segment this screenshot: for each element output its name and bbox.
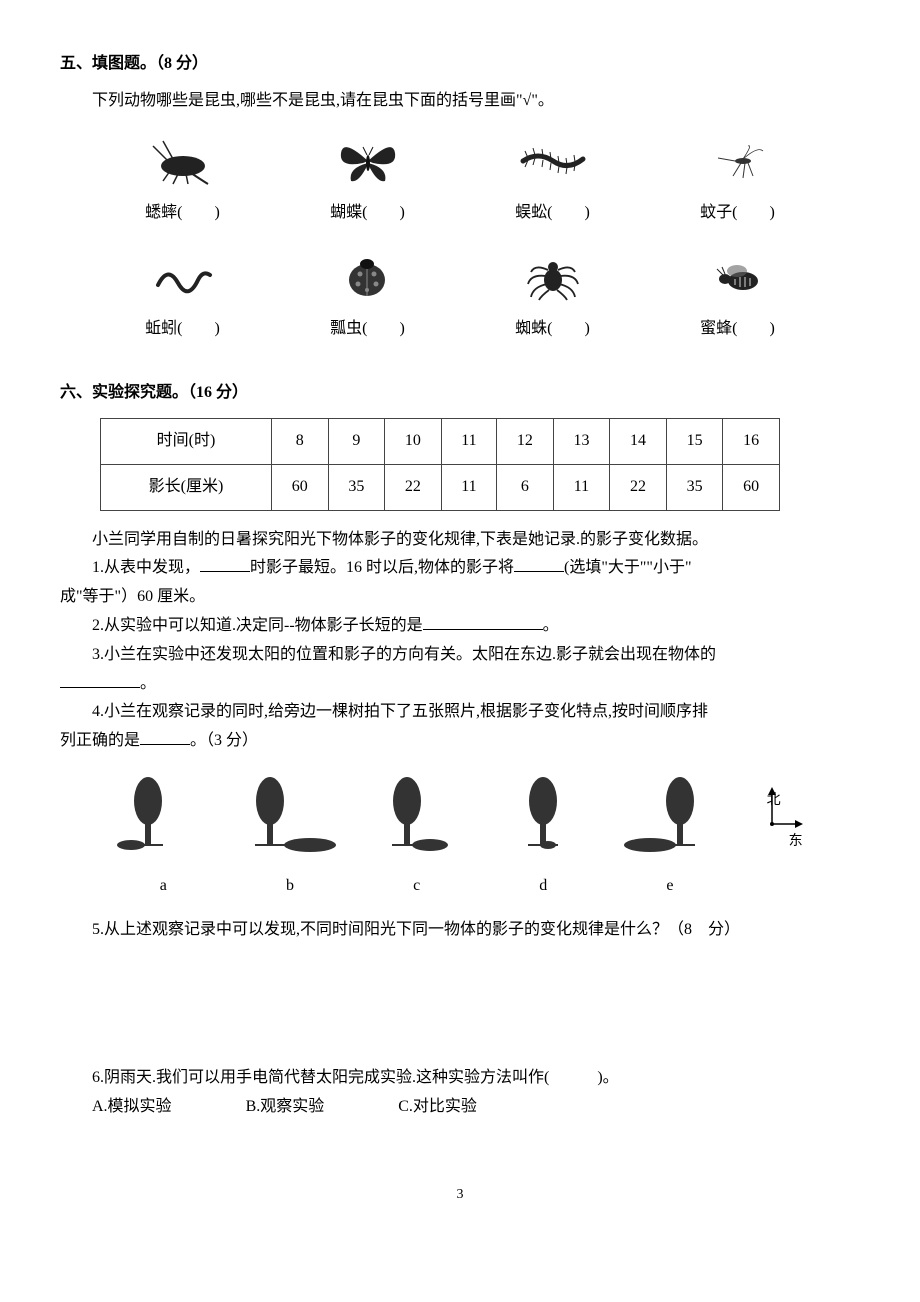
option-a[interactable]: A.模拟实验	[92, 1093, 172, 1122]
table-row: 影长(厘米) 60 35 22 11 6 11 22 35 60	[101, 464, 780, 510]
shadow-data-table: 时间(时) 8 9 10 11 12 13 14 15 16 影长(厘米) 60…	[100, 418, 780, 511]
animal-label: 蜈蚣( )	[467, 199, 637, 228]
table-cell: 12	[497, 418, 554, 464]
table-cell: 15	[666, 418, 723, 464]
table-cell: 22	[610, 464, 667, 510]
answer-space	[60, 944, 860, 1064]
compass-icon: 北 东	[747, 779, 807, 900]
animal-label: 蚯蚓( )	[97, 315, 267, 344]
tree-label: d	[493, 872, 593, 901]
animal-label: 瓢虫( )	[282, 315, 452, 344]
animal-grid: 蟋蟀( ) 蝴蝶( ) 蜈蚣( ) 蚊子( ) 蚯蚓( ) 瓢虫( )	[90, 131, 830, 365]
animal-label: 蜘蛛( )	[467, 315, 637, 344]
blank-input[interactable]	[200, 555, 250, 572]
table-header-label: 时间(时)	[101, 418, 272, 464]
question-4: 4.小兰在观察记录的同时,给旁边一棵树拍下了五张照片,根据影子变化特点,按时间顺…	[60, 698, 860, 727]
section-6-title: 六、实验探究题。（16 分）	[60, 379, 860, 408]
tree-d: d	[493, 771, 593, 901]
section-5-instruction: 下列动物哪些是昆虫,哪些不是昆虫,请在昆虫下面的括号里画"√"。	[60, 87, 860, 116]
table-cell: 22	[385, 464, 442, 510]
tree-label: a	[113, 872, 213, 901]
table-cell: 11	[553, 464, 610, 510]
page-number: 3	[60, 1182, 860, 1207]
centipede-icon	[467, 131, 637, 191]
butterfly-icon	[282, 131, 452, 191]
question-1: 1.从表中发现，时影子最短。16 时以后,物体的影子将(选填"大于""小于"	[60, 554, 860, 583]
tree-c: c	[367, 771, 467, 901]
section-5-title: 五、填图题。（8 分）	[60, 50, 860, 79]
mosquito-icon	[652, 131, 822, 191]
question-3-cont: 。	[60, 670, 860, 699]
animal-spider: 蜘蛛( )	[467, 247, 637, 344]
question-5: 5.从上述观察记录中可以发现,不同时间阳光下同一物体的影子的变化规律是什么？（8…	[60, 916, 860, 945]
table-row-label: 影长(厘米)	[101, 464, 272, 510]
table-row: 时间(时) 8 9 10 11 12 13 14 15 16	[101, 418, 780, 464]
table-cell: 60	[723, 464, 780, 510]
question-1-cont: 成"等于"）60 厘米。	[60, 583, 860, 612]
blank-input[interactable]	[423, 613, 543, 630]
table-cell: 6	[497, 464, 554, 510]
animal-mosquito: 蚊子( )	[652, 131, 822, 228]
animal-label: 蟋蟀( )	[97, 199, 267, 228]
animal-centipede: 蜈蚣( )	[467, 131, 637, 228]
tree-e: e	[620, 771, 720, 901]
tree-b: b	[240, 771, 340, 901]
animal-earthworm: 蚯蚓( )	[97, 247, 267, 344]
animal-label: 蜜蜂( )	[652, 315, 822, 344]
table-cell: 10	[385, 418, 442, 464]
animal-butterfly: 蝴蝶( )	[282, 131, 452, 228]
table-cell: 16	[723, 418, 780, 464]
ladybug-icon	[282, 247, 452, 307]
animal-label: 蝴蝶( )	[282, 199, 452, 228]
animal-ladybug: 瓢虫( )	[282, 247, 452, 344]
table-cell: 11	[441, 418, 496, 464]
table-cell: 13	[553, 418, 610, 464]
animal-cricket: 蟋蟀( )	[97, 131, 267, 228]
tree-images-row: a b c d e 北 东	[100, 771, 820, 901]
blank-input[interactable]	[60, 671, 140, 688]
blank-input[interactable]	[514, 555, 564, 572]
table-cell: 35	[328, 464, 385, 510]
blank-input[interactable]	[140, 728, 190, 745]
section-6-intro: 小兰同学用自制的日暑探究阳光下物体影子的变化规律,下表是她记录.的影子变化数据。	[60, 526, 860, 555]
tree-label: b	[240, 872, 340, 901]
table-cell: 8	[272, 418, 329, 464]
cricket-icon	[97, 131, 267, 191]
animal-label: 蚊子( )	[652, 199, 822, 228]
animal-bee: 蜜蜂( )	[652, 247, 822, 344]
question-3: 3.小兰在实验中还发现太阳的位置和影子的方向有关。太阳在东边.影子就会出现在物体…	[60, 641, 860, 670]
table-cell: 9	[328, 418, 385, 464]
question-6: 6.阴雨天.我们可以用手电简代替太阳完成实验.这种实验方法叫作( )。	[60, 1064, 860, 1093]
table-cell: 11	[441, 464, 496, 510]
bee-icon	[652, 247, 822, 307]
question-2: 2.从实验中可以知道.决定同--物体影子长短的是。	[60, 612, 860, 641]
question-6-options: A.模拟实验 B.观察实验 C.对比实验	[92, 1093, 860, 1122]
option-c[interactable]: C.对比实验	[398, 1093, 477, 1122]
earthworm-icon	[97, 247, 267, 307]
option-b[interactable]: B.观察实验	[246, 1093, 325, 1122]
compass-east: 东	[789, 829, 849, 854]
table-cell: 60	[272, 464, 329, 510]
tree-label: c	[367, 872, 467, 901]
tree-a: a	[113, 771, 213, 901]
question-4-cont: 列正确的是。（3 分）	[60, 727, 860, 756]
spider-icon	[467, 247, 637, 307]
compass-north: 北	[767, 788, 827, 813]
table-cell: 14	[610, 418, 667, 464]
table-cell: 35	[666, 464, 723, 510]
tree-label: e	[620, 872, 720, 901]
